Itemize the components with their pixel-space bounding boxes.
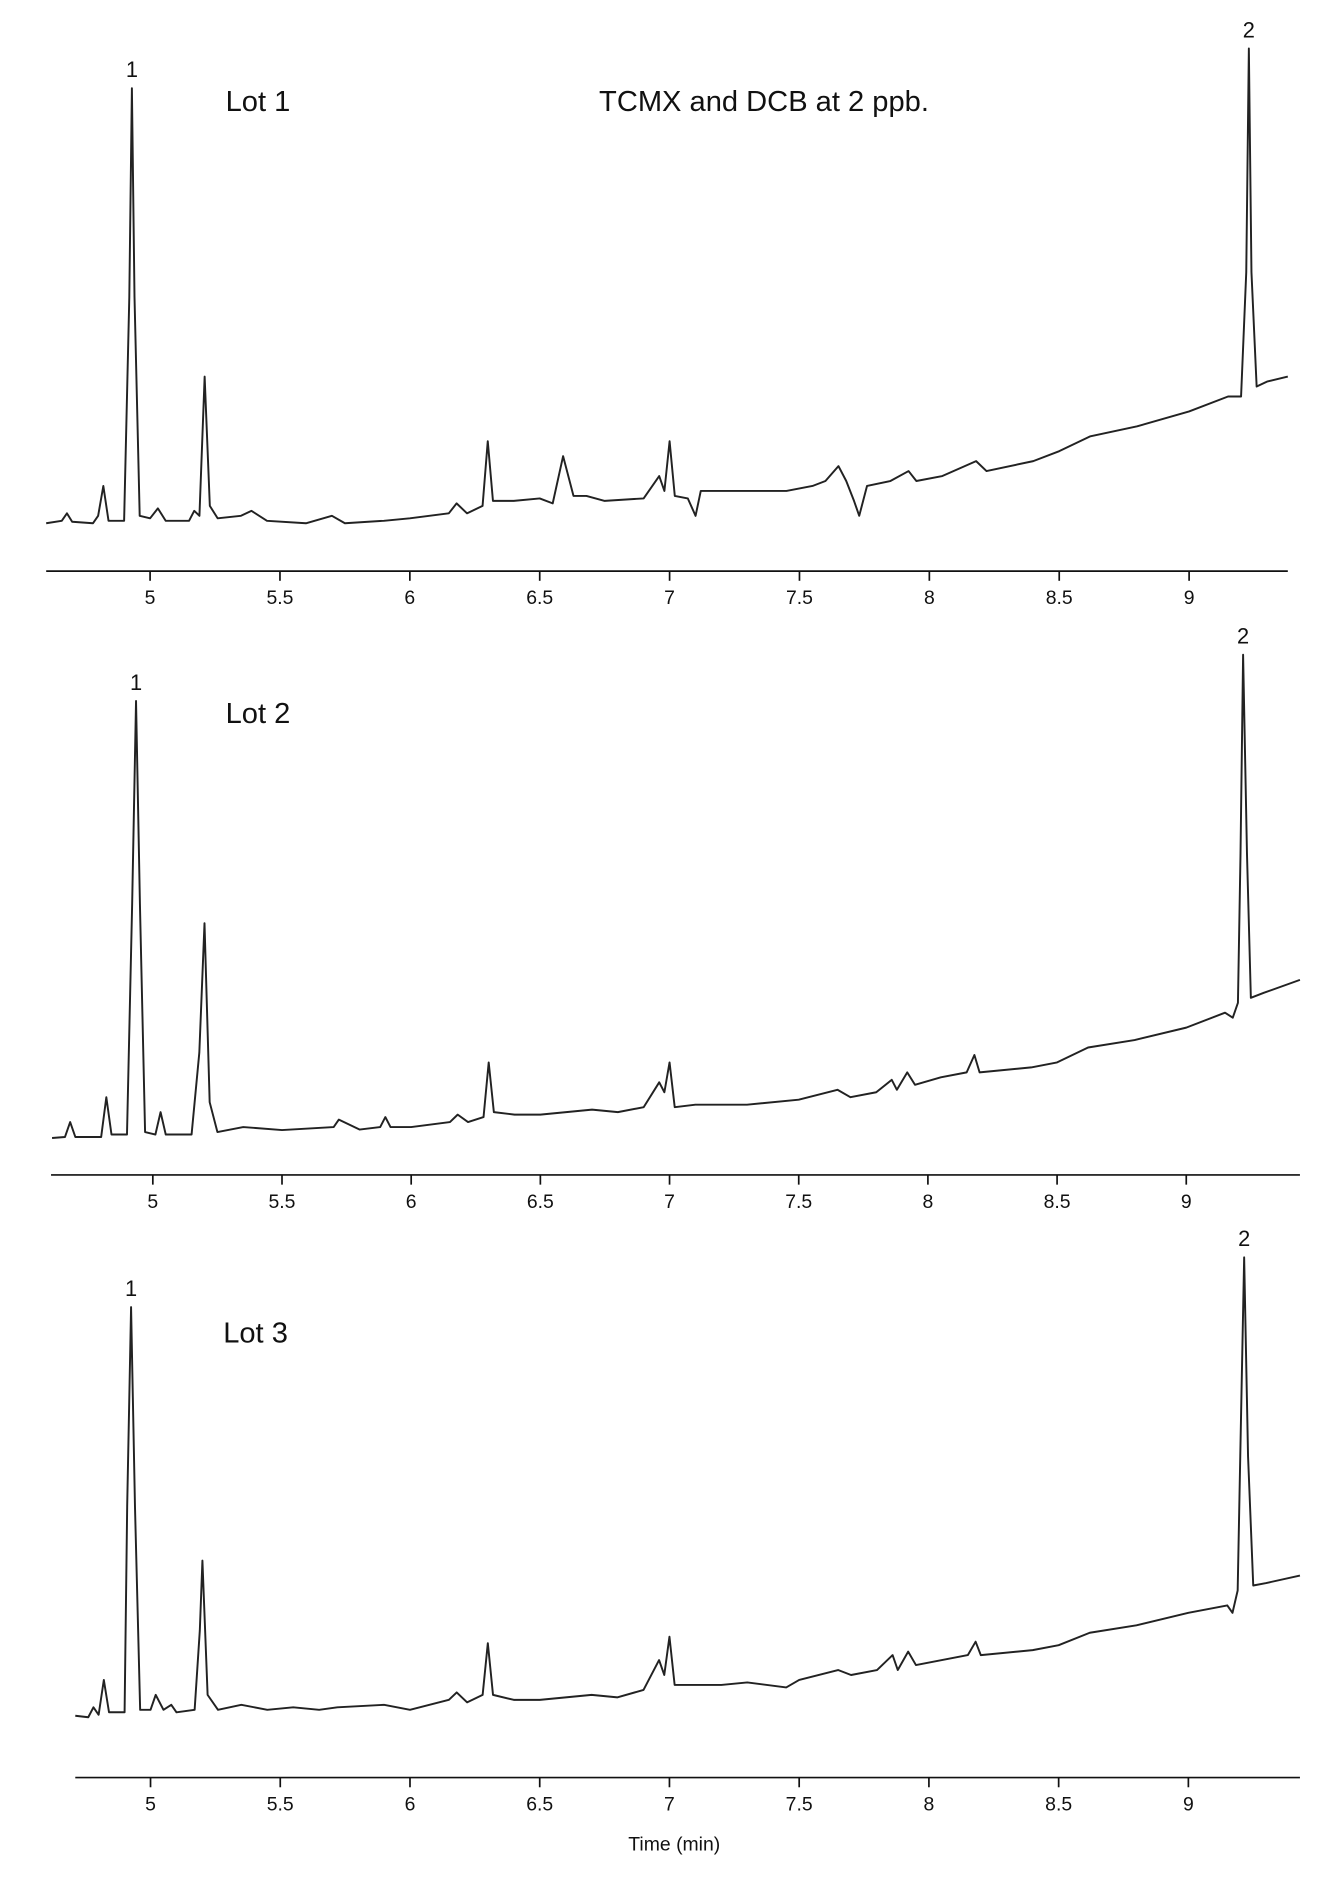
x-tick-label: 7.5 [785,1191,812,1213]
x-tick-label: 7 [664,1794,675,1816]
x-tick-label: 6 [405,1794,416,1816]
x-tick-label: 5.5 [266,587,293,609]
x-tick-label: 6 [404,587,415,609]
peak-label: 2 [1237,624,1249,649]
peak-label: 1 [126,57,138,82]
x-tick-label: 5 [145,1794,156,1816]
x-tick-label: 6.5 [526,587,553,609]
x-tick-label: 5.5 [269,1191,296,1213]
trace [51,653,1301,1139]
x-tick-label: 9 [1184,587,1195,609]
x-tick-label: 5.5 [267,1794,294,1816]
x-tick-label: 8 [923,1191,934,1213]
x-tick-label: 5 [147,1191,158,1213]
panel-title: Lot 1 [226,86,291,118]
x-tick-label: 9 [1183,1794,1194,1816]
x-tick-label: 6.5 [527,1191,554,1213]
x-axis-label: Time (min) [628,1834,720,1856]
x-tick-label: 7.5 [786,1794,813,1816]
trace [46,47,1289,525]
x-tick-label: 7 [664,587,675,609]
x-tick-label: 7 [664,1191,675,1213]
peak-label: 1 [125,1276,137,1301]
x-tick-label: 6 [406,1191,417,1213]
annotation: TCMX and DCB at 2 ppb. [599,86,929,118]
x-tick-label: 8.5 [1044,1191,1071,1213]
peak-label: 2 [1238,1226,1250,1251]
x-tick-label: 7.5 [786,587,813,609]
panel-title: Lot 2 [226,698,291,730]
x-tick-label: 5 [145,587,156,609]
x-tick-label: 8 [924,587,935,609]
x-tick-label: 9 [1181,1191,1192,1213]
trace [75,1256,1301,1719]
x-tick-label: 8.5 [1046,587,1073,609]
peak-label: 1 [130,670,142,695]
x-tick-label: 8 [924,1794,935,1816]
x-tick-label: 6.5 [526,1794,553,1816]
peak-label: 2 [1243,17,1255,42]
panel-title: Lot 3 [223,1318,288,1350]
x-tick-label: 8.5 [1045,1794,1072,1816]
